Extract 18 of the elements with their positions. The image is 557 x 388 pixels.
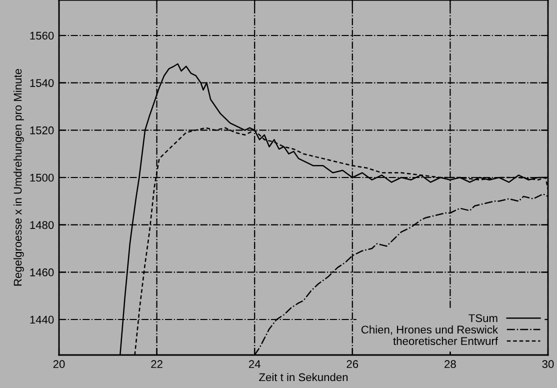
y-tick-label: 1500 — [30, 174, 54, 182]
x-tick-label: 24 — [248, 360, 260, 368]
y-tick-label: 1540 — [30, 79, 54, 87]
y-tick-label: 1460 — [30, 268, 54, 276]
y-axis-title: Regelgroesse x in Umdrehungen pro Minute — [14, 68, 24, 286]
y-tick-label: 1440 — [30, 316, 54, 324]
x-tick-label: 22 — [151, 360, 162, 368]
x-axis-title: Zeit t in Sekunden — [259, 372, 348, 382]
x-tick-label: 26 — [346, 360, 358, 368]
x-tick-label: 28 — [444, 360, 456, 368]
legend-label: TSum — [468, 314, 498, 322]
x-tick-label: 20 — [53, 360, 65, 368]
y-tick-label: 1480 — [30, 221, 54, 229]
legend-label: theoretischer Entwurf — [393, 336, 498, 346]
legend-label: Chien, Hrones und Reswick — [361, 325, 498, 335]
y-tick-label: 1520 — [30, 126, 54, 134]
x-tick-label: 30 — [542, 360, 554, 368]
y-tick-label: 1560 — [30, 32, 54, 40]
